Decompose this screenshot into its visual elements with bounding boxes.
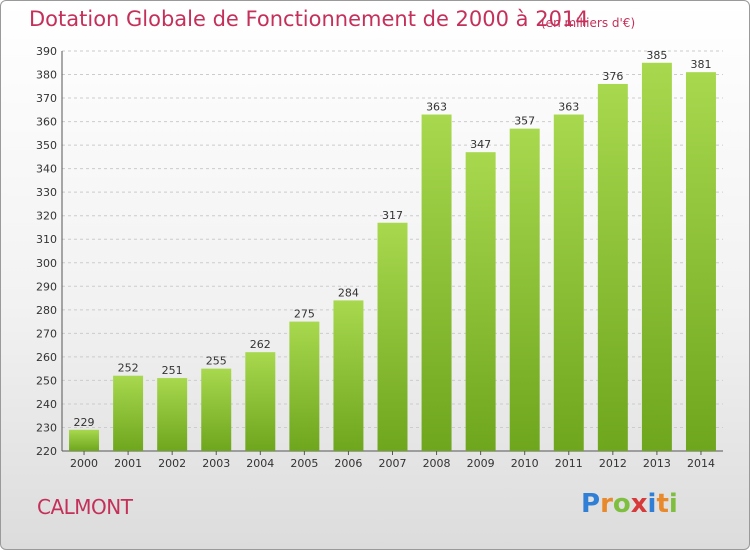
y-tick-label: 330 xyxy=(36,186,57,199)
y-tick-label: 290 xyxy=(36,280,57,293)
value-label: 229 xyxy=(74,416,95,429)
value-label: 262 xyxy=(250,338,271,351)
bar-2007 xyxy=(377,222,408,451)
bar-2002 xyxy=(157,378,188,451)
value-label: 252 xyxy=(118,362,139,375)
logo-letter: i xyxy=(647,489,657,519)
y-tick-label: 350 xyxy=(36,139,57,152)
value-label: 255 xyxy=(206,355,227,368)
bar-2005 xyxy=(289,321,320,451)
logo-letter: t xyxy=(656,489,669,519)
value-label: 275 xyxy=(294,308,315,321)
value-label: 376 xyxy=(602,70,623,83)
logo-letter: r xyxy=(600,489,613,519)
value-labels: 229 252 251 255 262 275 284 317 363 347 357 363 376 3… xyxy=(74,49,712,429)
bar-2011 xyxy=(553,114,584,451)
proxiti-logo[interactable]: Proxiti xyxy=(581,489,678,519)
y-tick-label: 300 xyxy=(36,257,57,270)
value-label: 357 xyxy=(514,115,535,128)
bar-2009 xyxy=(465,152,496,452)
x-tick-label: 2010 xyxy=(511,457,539,470)
y-tick-label: 390 xyxy=(36,45,57,58)
value-label: 385 xyxy=(646,49,667,62)
value-label: 284 xyxy=(338,286,359,299)
value-label: 363 xyxy=(426,101,447,114)
bar-2008 xyxy=(421,114,452,451)
axes: 220 230 240 250 260 270 280 290 300 310 320 330 340 3… xyxy=(36,45,723,470)
y-tick-label: 280 xyxy=(36,304,57,317)
logo-letter: P xyxy=(581,489,601,519)
bar-2000 xyxy=(69,429,100,451)
value-label: 363 xyxy=(558,101,579,114)
bar-2012 xyxy=(597,83,628,452)
value-label: 381 xyxy=(690,58,711,71)
x-tick-label: 2000 xyxy=(70,457,98,470)
value-label: 347 xyxy=(470,138,491,151)
logo-letter: o xyxy=(612,489,631,519)
x-tick-label: 2014 xyxy=(687,457,715,470)
y-tick-label: 250 xyxy=(36,374,57,387)
y-tick-label: 360 xyxy=(36,116,57,129)
x-tick-label: 2003 xyxy=(202,457,230,470)
value-label: 251 xyxy=(162,364,183,377)
x-tick-label: 2001 xyxy=(114,457,142,470)
y-tick-label: 380 xyxy=(36,69,57,82)
y-tick-label: 340 xyxy=(36,163,57,176)
y-tick-label: 260 xyxy=(36,351,57,364)
x-tick-label: 2004 xyxy=(246,457,274,470)
bars xyxy=(69,62,716,452)
logo-letter: x xyxy=(630,489,648,519)
x-tick-label: 2012 xyxy=(599,457,627,470)
logo-letter: i xyxy=(668,489,678,519)
bar-2006 xyxy=(333,300,364,451)
bar-2003 xyxy=(201,368,232,451)
bar-2010 xyxy=(509,128,540,451)
x-tick-label: 2007 xyxy=(379,457,407,470)
bar-2013 xyxy=(641,62,672,451)
bar-2004 xyxy=(245,352,276,451)
x-tick-label: 2006 xyxy=(334,457,362,470)
chart-subtitle: (en milliers d'€) xyxy=(541,16,636,30)
x-tick-label: 2002 xyxy=(158,457,186,470)
x-tick-label: 2011 xyxy=(555,457,583,470)
y-tick-label: 320 xyxy=(36,210,57,223)
y-tick-label: 370 xyxy=(36,92,57,105)
x-tick-label: 2013 xyxy=(643,457,671,470)
bar-2014 xyxy=(685,72,716,452)
y-tick-label: 240 xyxy=(36,398,57,411)
x-tick-label: 2009 xyxy=(467,457,495,470)
y-tick-label: 220 xyxy=(36,445,57,458)
commune-name: CALMONT xyxy=(37,495,133,519)
x-tick-label: 2008 xyxy=(423,457,451,470)
y-tick-label: 310 xyxy=(36,233,57,246)
y-tick-label: 270 xyxy=(36,327,57,340)
chart-title: Dotation Globale de Fonctionnement de 20… xyxy=(29,7,589,31)
bar-2001 xyxy=(113,375,144,451)
y-tick-label: 230 xyxy=(36,421,57,434)
x-tick-label: 2005 xyxy=(290,457,318,470)
value-label: 317 xyxy=(382,209,403,222)
